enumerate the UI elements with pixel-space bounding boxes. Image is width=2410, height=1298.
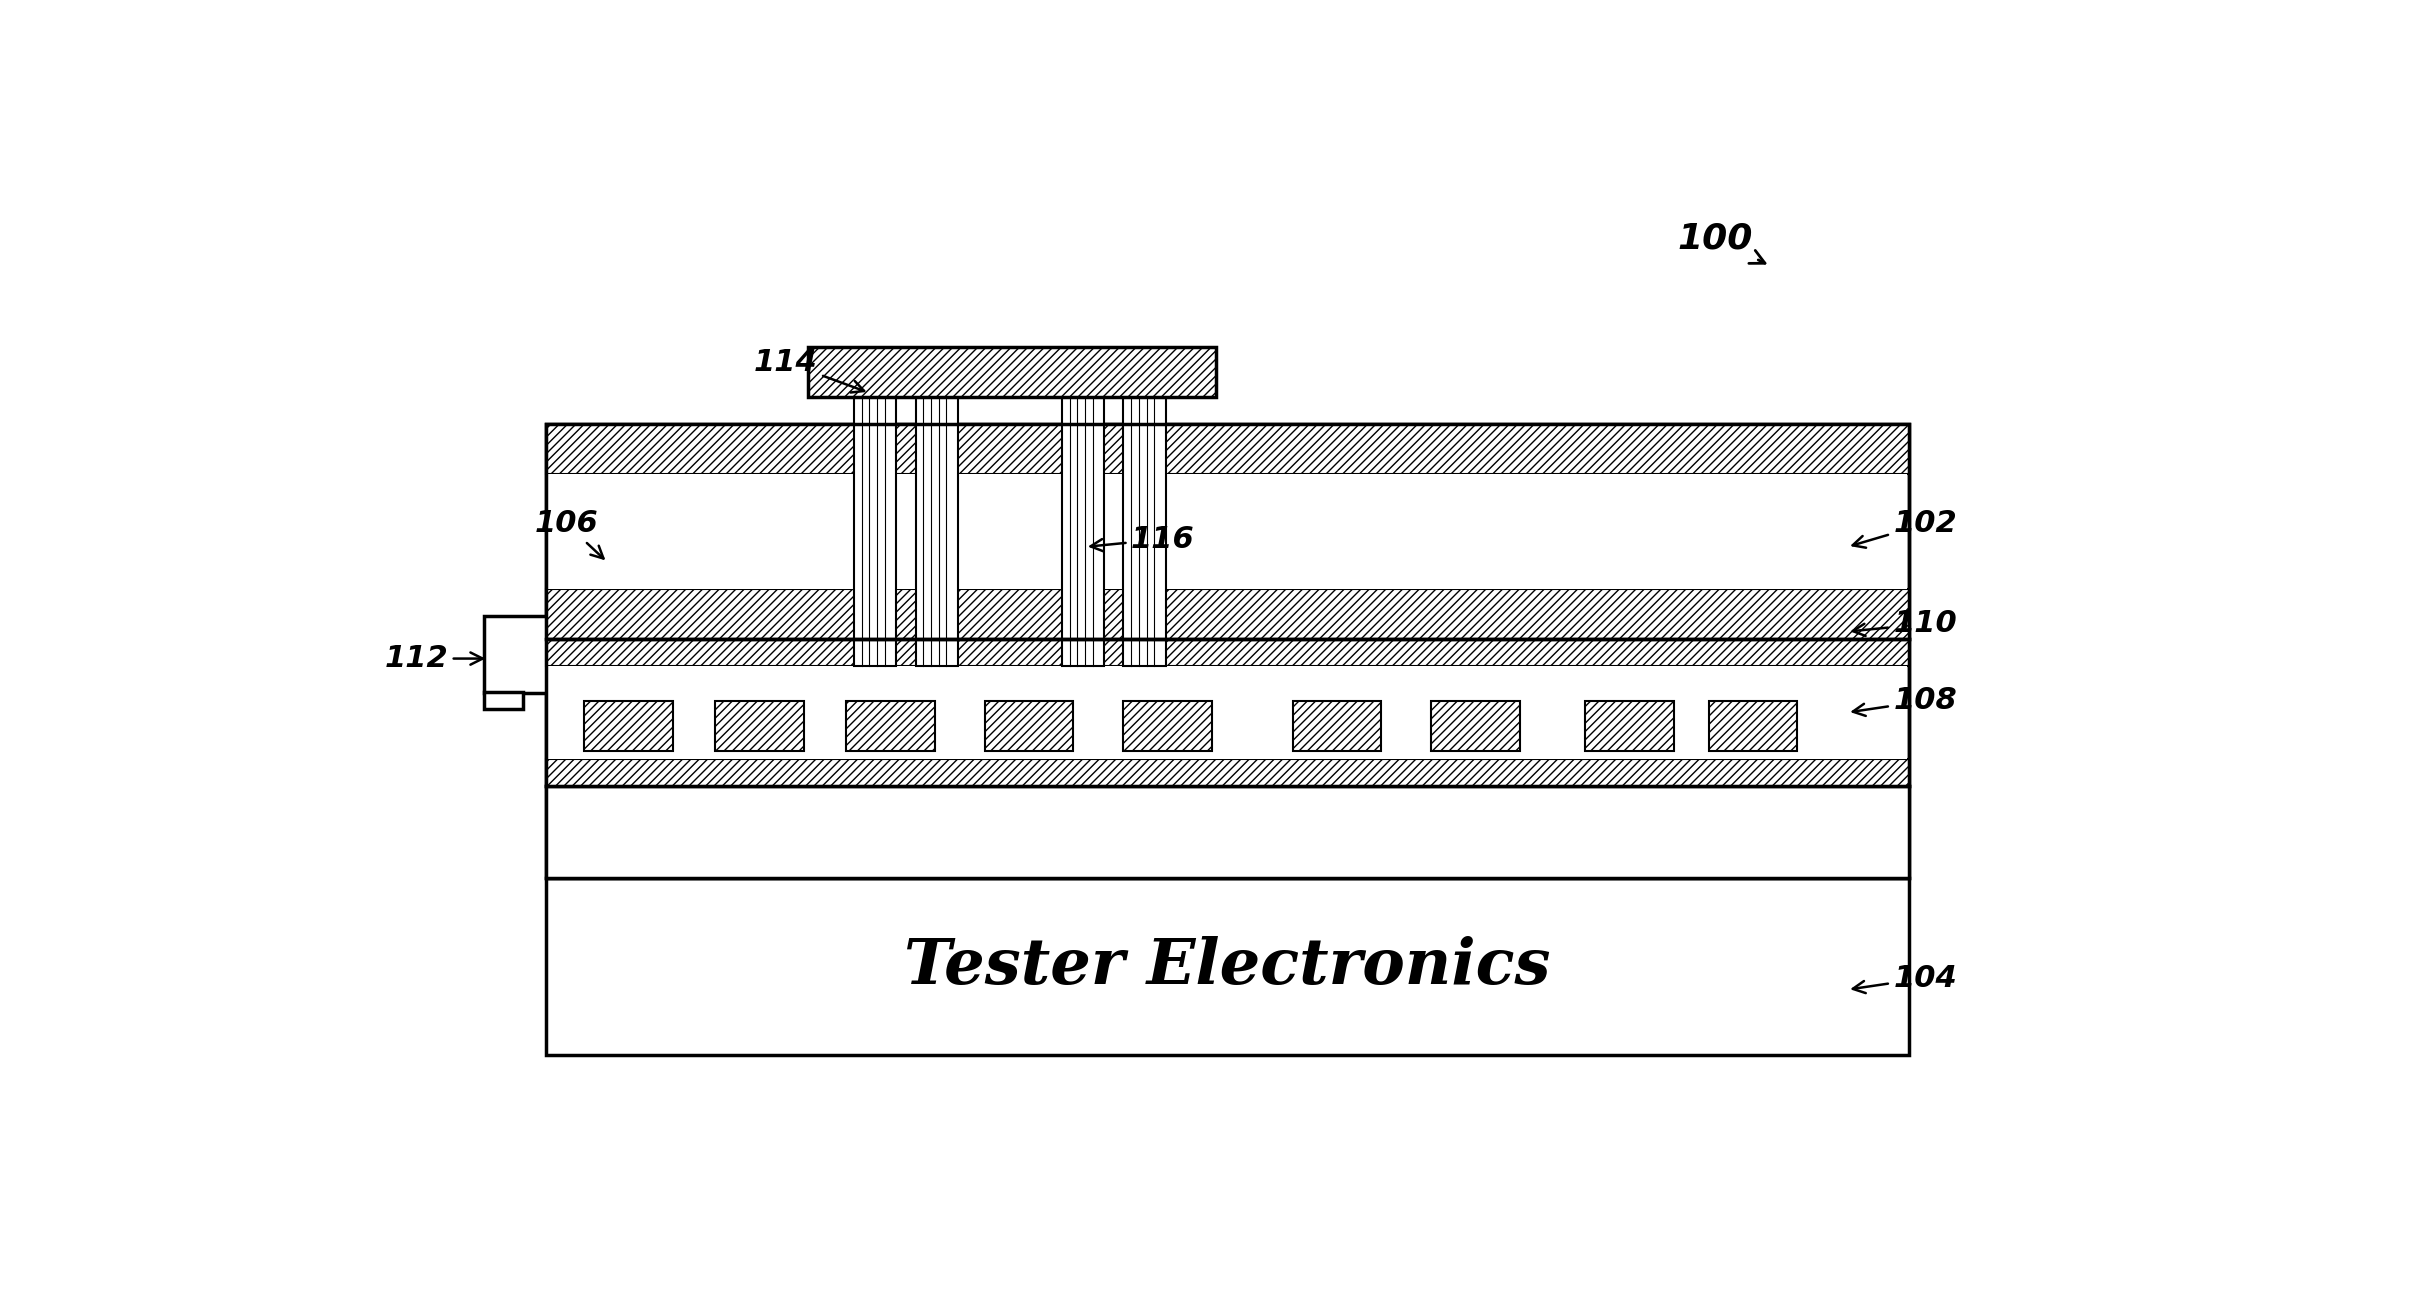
- Text: 110: 110: [1853, 610, 1957, 639]
- Text: 108: 108: [1853, 687, 1957, 716]
- Bar: [547, 474, 1906, 589]
- Bar: [586, 701, 672, 752]
- Bar: [547, 640, 1909, 666]
- Bar: [547, 877, 1909, 1055]
- Bar: [916, 397, 957, 666]
- Bar: [547, 785, 1909, 877]
- Bar: [547, 785, 1909, 877]
- Bar: [1063, 397, 1104, 666]
- Bar: [1123, 701, 1212, 752]
- Bar: [547, 758, 1909, 785]
- Bar: [547, 423, 1909, 640]
- Bar: [716, 701, 805, 752]
- Text: 112: 112: [383, 644, 482, 674]
- Bar: [547, 423, 1909, 640]
- Bar: [547, 640, 1909, 785]
- Bar: [484, 692, 523, 709]
- Text: 116: 116: [1089, 524, 1195, 554]
- Bar: [547, 423, 1909, 474]
- Bar: [807, 347, 1217, 397]
- Text: 104: 104: [1853, 963, 1957, 993]
- Text: Tester Electronics: Tester Electronics: [904, 936, 1550, 997]
- Bar: [1432, 701, 1521, 752]
- Bar: [1123, 397, 1166, 666]
- Bar: [846, 701, 935, 752]
- Text: 102: 102: [1853, 509, 1957, 548]
- Bar: [853, 397, 897, 666]
- Bar: [1586, 701, 1675, 752]
- Text: 106: 106: [535, 509, 602, 558]
- Bar: [1292, 701, 1381, 752]
- Bar: [547, 640, 1909, 785]
- Bar: [547, 666, 1906, 758]
- Text: 114: 114: [754, 348, 865, 392]
- Text: 100: 100: [1677, 222, 1764, 263]
- Bar: [547, 589, 1909, 640]
- Bar: [986, 701, 1072, 752]
- Bar: [1709, 701, 1798, 752]
- Bar: [484, 617, 562, 693]
